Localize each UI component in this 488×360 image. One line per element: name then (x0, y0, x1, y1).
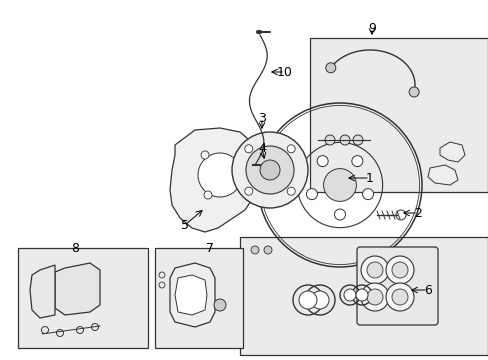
PathPatch shape (170, 263, 215, 327)
Circle shape (250, 246, 259, 254)
PathPatch shape (175, 275, 206, 315)
Circle shape (310, 291, 328, 309)
Text: 2: 2 (413, 207, 421, 220)
Circle shape (355, 289, 367, 301)
Text: 4: 4 (258, 141, 265, 154)
Text: 8: 8 (71, 242, 79, 255)
Circle shape (339, 135, 349, 145)
Circle shape (298, 291, 316, 309)
Circle shape (385, 256, 413, 284)
Circle shape (201, 151, 208, 159)
Circle shape (325, 135, 334, 145)
PathPatch shape (427, 165, 457, 185)
PathPatch shape (55, 263, 100, 315)
Circle shape (244, 145, 252, 153)
Circle shape (317, 156, 327, 167)
Circle shape (360, 283, 388, 311)
Text: 3: 3 (258, 112, 265, 125)
Circle shape (334, 209, 345, 220)
Circle shape (325, 63, 335, 73)
Circle shape (260, 160, 280, 180)
Circle shape (385, 283, 413, 311)
Circle shape (264, 246, 271, 254)
Circle shape (306, 189, 317, 200)
Text: 9: 9 (367, 22, 375, 35)
Text: 10: 10 (277, 66, 292, 78)
Circle shape (366, 262, 382, 278)
Circle shape (391, 289, 407, 305)
Circle shape (351, 156, 362, 167)
Circle shape (286, 145, 295, 153)
Circle shape (198, 153, 242, 197)
Circle shape (214, 299, 225, 311)
Circle shape (391, 262, 407, 278)
Circle shape (362, 189, 373, 200)
FancyBboxPatch shape (356, 247, 437, 325)
Circle shape (360, 256, 388, 284)
PathPatch shape (170, 128, 262, 232)
Circle shape (323, 168, 356, 201)
Circle shape (203, 191, 212, 199)
Text: 1: 1 (366, 171, 373, 185)
Bar (309, 38, 487, 192)
Circle shape (408, 87, 418, 97)
Bar (18, 248, 148, 348)
Bar (155, 248, 243, 348)
Circle shape (343, 289, 355, 301)
Circle shape (245, 146, 293, 194)
Circle shape (352, 135, 362, 145)
Circle shape (244, 187, 252, 195)
Bar (240, 237, 487, 355)
Circle shape (231, 132, 307, 208)
Text: 5: 5 (181, 219, 189, 231)
PathPatch shape (439, 142, 464, 162)
Circle shape (236, 158, 244, 166)
Text: 6: 6 (423, 284, 431, 297)
Circle shape (366, 289, 382, 305)
PathPatch shape (30, 265, 55, 318)
Text: 7: 7 (205, 242, 214, 255)
Circle shape (286, 187, 295, 195)
